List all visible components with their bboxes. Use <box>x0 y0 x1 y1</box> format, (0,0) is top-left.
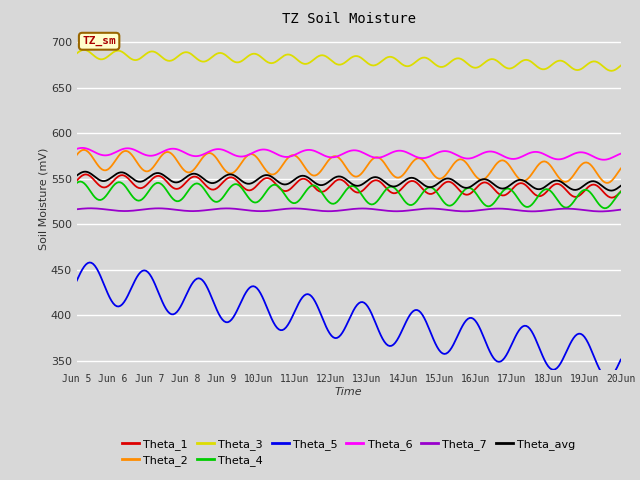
Theta_2 <box>568 175 575 180</box>
Theta_6 <box>399 148 406 154</box>
Theta_7 <box>533 208 541 214</box>
Theta_1 <box>73 178 81 183</box>
Theta_1 <box>408 178 415 184</box>
Theta_1 <box>617 189 625 194</box>
Theta_6 <box>73 146 81 152</box>
Theta_6 <box>408 152 415 157</box>
Theta_5 <box>568 338 575 344</box>
Theta_4 <box>617 189 625 195</box>
Theta_7 <box>617 207 625 213</box>
Theta_avg <box>73 173 81 179</box>
Theta_1 <box>397 187 404 192</box>
Line: Theta_4: Theta_4 <box>77 181 621 208</box>
Theta_2 <box>602 180 610 186</box>
Theta_5 <box>533 340 541 346</box>
Theta_1 <box>568 192 575 198</box>
Theta_avg <box>399 180 406 185</box>
Theta_7 <box>408 207 415 213</box>
Theta_3 <box>608 68 616 74</box>
Theta_6 <box>79 145 86 151</box>
Theta_7 <box>88 205 95 211</box>
Theta_3 <box>80 47 88 53</box>
Theta_4 <box>568 201 575 207</box>
Line: Theta_6: Theta_6 <box>77 148 621 160</box>
Theta_3 <box>617 63 625 69</box>
Theta_5 <box>399 327 406 333</box>
Theta_6 <box>600 157 608 163</box>
Theta_2 <box>408 160 415 166</box>
Theta_7 <box>397 208 404 214</box>
Text: TZ_sm: TZ_sm <box>82 36 116 47</box>
X-axis label: Time: Time <box>335 387 363 397</box>
Theta_6 <box>75 145 83 151</box>
Theta_6 <box>617 151 625 156</box>
Theta_2 <box>73 152 81 158</box>
Theta_5 <box>73 277 81 283</box>
Theta_6 <box>533 149 541 155</box>
Theta_avg <box>608 188 616 193</box>
Theta_2 <box>80 147 88 153</box>
Theta_2 <box>397 174 404 180</box>
Theta_3 <box>75 49 83 55</box>
Theta_3 <box>568 65 575 71</box>
Theta_3 <box>408 62 415 68</box>
Line: Theta_7: Theta_7 <box>77 208 621 211</box>
Title: TZ Soil Moisture: TZ Soil Moisture <box>282 12 416 26</box>
Line: Theta_1: Theta_1 <box>77 174 621 198</box>
Theta_2 <box>533 164 541 169</box>
Line: Theta_2: Theta_2 <box>77 150 621 183</box>
Theta_1 <box>399 185 406 191</box>
Theta_avg <box>397 181 404 187</box>
Theta_4 <box>399 195 406 201</box>
Theta_2 <box>399 173 406 179</box>
Theta_7 <box>399 208 406 214</box>
Theta_5 <box>397 331 404 336</box>
Theta_3 <box>397 60 404 66</box>
Theta_4 <box>397 192 404 198</box>
Line: Theta_avg: Theta_avg <box>77 172 621 191</box>
Line: Theta_3: Theta_3 <box>77 50 621 71</box>
Theta_7 <box>597 208 605 214</box>
Theta_5 <box>86 260 93 265</box>
Theta_4 <box>408 202 415 208</box>
Y-axis label: Soil Moisture (mV): Soil Moisture (mV) <box>38 148 48 251</box>
Theta_4 <box>600 205 608 211</box>
Theta_avg <box>533 186 541 192</box>
Theta_avg <box>568 186 575 192</box>
Theta_1 <box>82 171 90 177</box>
Theta_3 <box>73 50 81 56</box>
Line: Theta_5: Theta_5 <box>77 263 621 378</box>
Theta_5 <box>408 310 415 316</box>
Theta_3 <box>533 64 541 70</box>
Theta_5 <box>617 357 625 362</box>
Theta_1 <box>608 195 616 201</box>
Theta_3 <box>399 61 406 67</box>
Theta_4 <box>77 179 84 184</box>
Theta_avg <box>408 175 415 180</box>
Theta_4 <box>533 195 541 201</box>
Theta_1 <box>533 193 541 199</box>
Theta_5 <box>604 375 612 381</box>
Theta_avg <box>617 183 625 189</box>
Theta_6 <box>568 152 575 158</box>
Theta_1 <box>75 176 83 181</box>
Theta_2 <box>75 150 83 156</box>
Theta_4 <box>73 180 81 186</box>
Legend: Theta_1, Theta_2, Theta_3, Theta_4, Theta_5, Theta_6, Theta_7, Theta_avg: Theta_1, Theta_2, Theta_3, Theta_4, Thet… <box>122 439 575 466</box>
Theta_2 <box>617 166 625 171</box>
Theta_6 <box>397 148 404 154</box>
Theta_7 <box>73 206 81 212</box>
Theta_4 <box>75 179 83 185</box>
Theta_7 <box>568 206 575 212</box>
Theta_7 <box>75 206 83 212</box>
Theta_avg <box>82 169 90 175</box>
Theta_5 <box>75 274 83 279</box>
Theta_avg <box>75 171 83 177</box>
